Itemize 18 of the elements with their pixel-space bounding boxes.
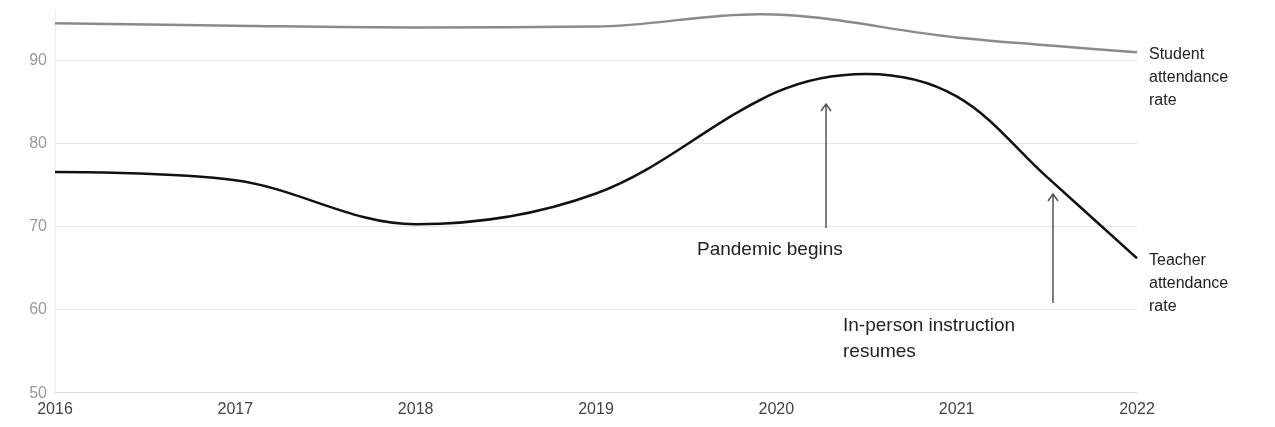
- series-label: Student attendance rate: [1149, 45, 1233, 109]
- line-series: [53, 72, 1139, 260]
- x-tick-label: 2016: [37, 399, 73, 417]
- x-tick-label: 2018: [397, 399, 434, 417]
- x-tick-label: 2022: [1119, 399, 1155, 417]
- y-tick-label: 60: [29, 300, 48, 318]
- y-tick-label: 80: [29, 134, 48, 152]
- x-tick-label: 2021: [938, 399, 975, 417]
- series-label: Teacher attendance rate: [1149, 251, 1233, 315]
- x-tick-label: 2020: [758, 399, 795, 417]
- x-tick-label: 2017: [217, 399, 254, 417]
- y-tick-label: 50: [29, 383, 48, 401]
- line-series: [53, 12, 1139, 54]
- annotation: Pandemic begins: [697, 237, 844, 261]
- x-tick-label: 2019: [578, 399, 614, 417]
- y-tick-label: 90: [29, 51, 48, 69]
- annotation: In-person instruction resumes: [843, 313, 1017, 363]
- y-tick-label: 70: [29, 217, 48, 235]
